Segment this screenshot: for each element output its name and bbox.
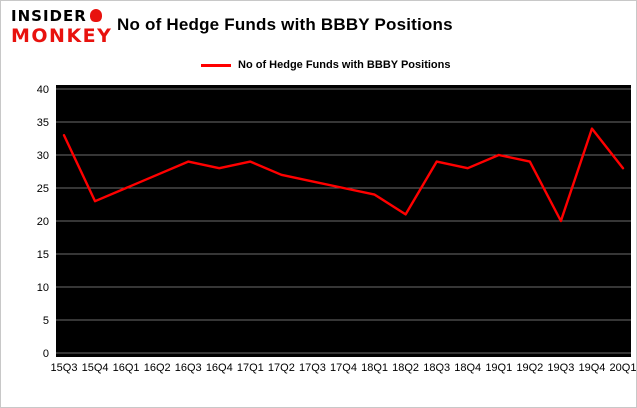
svg-text:17Q2: 17Q2	[268, 362, 295, 374]
svg-text:25: 25	[37, 183, 49, 195]
svg-text:17Q3: 17Q3	[299, 362, 326, 374]
svg-text:17Q1: 17Q1	[237, 362, 264, 374]
svg-text:16Q4: 16Q4	[206, 362, 233, 374]
logo-top-row: INSIDER	[11, 9, 112, 24]
svg-text:40: 40	[37, 84, 49, 96]
svg-text:20: 20	[37, 216, 49, 228]
svg-text:16Q2: 16Q2	[144, 362, 171, 374]
svg-text:17Q4: 17Q4	[330, 362, 357, 374]
brand-monkey-text: MONKEY	[11, 25, 113, 47]
svg-text:30: 30	[37, 150, 49, 162]
svg-text:16Q3: 16Q3	[175, 362, 202, 374]
svg-text:16Q1: 16Q1	[113, 362, 140, 374]
insider-monkey-logo: INSIDER MONKEY	[11, 9, 112, 46]
legend: No of Hedge Funds with BBBY Positions	[201, 59, 450, 71]
svg-text:15Q3: 15Q3	[51, 362, 78, 374]
svg-text:0: 0	[43, 348, 49, 360]
svg-text:15Q4: 15Q4	[82, 362, 109, 374]
svg-text:10: 10	[37, 282, 49, 294]
svg-text:19Q3: 19Q3	[547, 362, 574, 374]
line-chart: 0 5 10 15 20 25 30 35 40 15Q3 15Q4 16Q1 16Q2 16Q3 16Q4…	[37, 84, 637, 374]
legend-line-swatch	[201, 63, 231, 67]
brand-insider-text: INSIDER	[11, 7, 87, 25]
chart-title: No of Hedge Funds with BBBY Positions	[117, 15, 453, 34]
svg-text:5: 5	[43, 315, 49, 327]
svg-text:19Q1: 19Q1	[485, 362, 512, 374]
svg-text:19Q4: 19Q4	[578, 362, 605, 374]
svg-text:18Q2: 18Q2	[392, 362, 419, 374]
svg-text:19Q2: 19Q2	[516, 362, 543, 374]
svg-text:20Q1: 20Q1	[610, 362, 637, 374]
svg-text:15: 15	[37, 249, 49, 261]
svg-text:18Q1: 18Q1	[361, 362, 388, 374]
monkey-icon	[89, 9, 102, 22]
legend-label: No of Hedge Funds with BBBY Positions	[238, 59, 451, 71]
svg-text:18Q3: 18Q3	[423, 362, 450, 374]
svg-text:35: 35	[37, 117, 49, 129]
svg-text:18Q4: 18Q4	[454, 362, 481, 374]
